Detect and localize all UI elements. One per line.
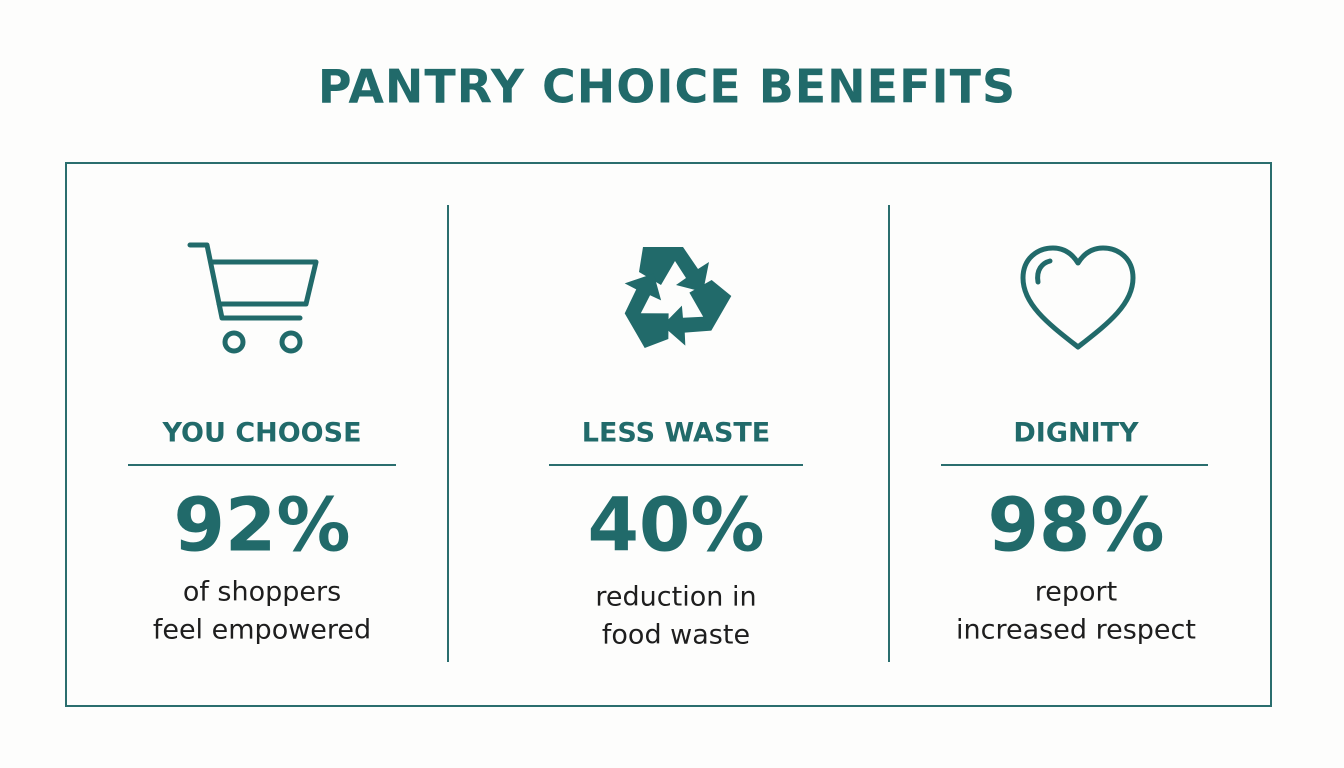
cart-icon <box>187 242 319 354</box>
panel-stat: 92% <box>173 483 350 569</box>
panel-stat: 98% <box>987 483 1164 569</box>
panel-description: of shoppers <box>183 577 341 608</box>
panel-description: increased respect <box>956 615 1196 646</box>
panel-description: food waste <box>602 620 750 651</box>
title: PANTRY CHOICE BENEFITS <box>318 60 1016 114</box>
panel-label: YOU CHOOSE <box>161 418 361 449</box>
panel-description: feel empowered <box>153 615 371 646</box>
recycle-icon <box>611 247 734 354</box>
panel-label: DIGNITY <box>1013 418 1139 449</box>
panel-description: report <box>1035 577 1117 608</box>
panel-description: reduction in <box>595 582 756 613</box>
panel-label: LESS WASTE <box>582 418 771 449</box>
panel-stat: 40% <box>587 483 764 569</box>
heart-icon <box>1020 245 1136 350</box>
frame <box>65 162 1272 707</box>
